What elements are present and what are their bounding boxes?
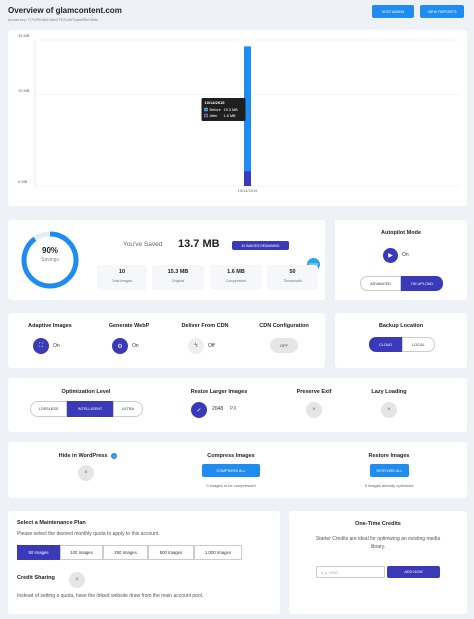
page-title: Overview of glamcontent.com: [8, 6, 122, 15]
y-tick-label: 16 MB: [18, 33, 30, 38]
feature-title: CDN Configuration: [259, 323, 309, 329]
plan-option[interactable]: 1,000 Images: [194, 545, 242, 560]
stat-box: [210, 265, 262, 290]
feature-state: On: [132, 343, 139, 349]
credits-input[interactable]: e.g. 1000: [316, 566, 385, 578]
ring-arc: [21, 231, 79, 289]
resize-title: Resize Larger Images: [190, 389, 248, 395]
tooltip: [201, 98, 246, 121]
hide-title: Hide in WordPress: [58, 453, 108, 459]
feature-toggle[interactable]: ⚙: [112, 338, 128, 354]
savings-ring: [21, 231, 79, 289]
feature-pill[interactable]: OFF: [270, 338, 298, 353]
stat-box: [97, 265, 147, 290]
stat-value: 15.3 MB: [167, 269, 189, 275]
exif-toggle[interactable]: ×: [306, 402, 322, 418]
add-now-button[interactable]: ADD NOW: [387, 566, 440, 578]
plan-option[interactable]: 50 Images: [17, 545, 60, 560]
credits-description: Starter Credits are ideal for optimizing…: [315, 536, 441, 550]
autopilot-toggle[interactable]: ▶: [383, 248, 398, 263]
y-tick-label: 0 MB: [18, 179, 28, 184]
stat-value: 1.6 MB: [227, 269, 245, 275]
feature-toggle[interactable]: ⛶: [33, 338, 49, 354]
stat-value: 50: [289, 269, 296, 275]
access-key: Access key: 717WPbNkhDd8mTFEZo26tTuaiaMR…: [8, 18, 99, 22]
view-reports-button[interactable]: VIEW REPORTS: [420, 5, 464, 18]
visit-admin-button[interactable]: VISIT ADMIN: [372, 5, 414, 18]
restore-title: Restore Images: [368, 453, 410, 459]
plan-option[interactable]: 500 Images: [148, 545, 194, 560]
feature-toggle[interactable]: ϟ: [188, 338, 204, 354]
advanced-option[interactable]: ADVANCED: [360, 276, 401, 291]
saved-label: You've Saved: [123, 241, 163, 248]
tooltip-title: 10/14/2019: [205, 100, 226, 105]
tooltip-series-name: After: [210, 114, 219, 118]
backup-title: Backup Location: [378, 323, 424, 329]
resize-toggle[interactable]: ✓: [191, 402, 207, 418]
tooltip-swatch: [204, 113, 208, 118]
intelligent-option[interactable]: INTELLIGENT: [67, 401, 113, 417]
stat-box: [152, 265, 204, 290]
optimization-title: Optimization Level: [61, 389, 111, 395]
tooltip-swatch: [204, 107, 208, 112]
tooltip-series-name: Before: [210, 108, 221, 112]
savings-percent: 90%: [41, 246, 59, 255]
help-icon[interactable]: ?: [111, 453, 117, 459]
stat-label: Total Images: [111, 279, 133, 283]
stat-box: [267, 265, 318, 290]
exif-title: Preserve Exif: [296, 389, 332, 395]
plan-title: Select a Maintenance Plan: [17, 520, 86, 526]
saved-amount: 13.7 MB: [178, 238, 220, 250]
feature-title: Adaptive Images: [28, 323, 72, 329]
plan-card: [8, 511, 280, 614]
bar: [244, 46, 251, 187]
chart: 0 MB 10 MB 16 MB 10/14/2019 10/14/2019 Before…: [18, 33, 460, 193]
ultra-option[interactable]: ULTRA: [113, 401, 143, 417]
stat-value: 10: [118, 269, 126, 275]
compress-caption: 0 images to be compressed: [206, 483, 256, 488]
plan-description: Please select the desired monthly quota …: [17, 531, 160, 537]
feature-state: Off: [208, 343, 215, 349]
compress-all-button[interactable]: COMPRESS ALL: [202, 464, 260, 477]
remaining-badge: 40 IMAGES REMAINING: [232, 241, 289, 250]
sharing-title: Credit Sharing: [17, 575, 55, 581]
on-upload-option[interactable]: ON UPLOAD: [401, 276, 443, 291]
stat-label: Thumbnails: [283, 279, 302, 283]
compress-title: Compress Images: [207, 453, 255, 459]
sharing-toggle[interactable]: ×: [69, 572, 85, 588]
restore-all-button[interactable]: RESTORE ALL: [370, 464, 409, 477]
credits-title: One-Time Credits: [355, 521, 401, 527]
x-tick-label: 10/14/2019: [237, 188, 258, 193]
lazy-toggle[interactable]: ×: [381, 402, 397, 418]
plan-option[interactable]: 100 Images: [60, 545, 103, 560]
tooltip-value: 1.6 MB: [224, 114, 236, 118]
hide-toggle[interactable]: ×: [78, 465, 94, 481]
bar: [244, 171, 251, 186]
autopilot-state: On: [402, 252, 409, 258]
lossless-option[interactable]: LOSSLESS: [30, 401, 67, 417]
feature-state: On: [53, 343, 60, 349]
autopilot-title: Autopilot Mode: [380, 230, 422, 236]
restore-caption: 5 images already optimized: [364, 483, 414, 488]
cloud-option[interactable]: CLOUD: [369, 337, 402, 352]
tooltip-value: 15.3 MB: [224, 108, 239, 112]
plan-option[interactable]: 250 Images: [103, 545, 148, 560]
savings-caption: Savings: [41, 257, 59, 263]
chart-card: 0 MB 10 MB 16 MB 10/14/2019 10/14/2019 Before…: [8, 30, 467, 206]
stat-label: Original: [171, 279, 185, 283]
feature-title: Deliver From CDN: [181, 323, 229, 329]
resize-value[interactable]: 2048: [212, 406, 224, 412]
feature-title: Generate WebP: [108, 323, 150, 329]
resize-unit: PX: [230, 406, 237, 412]
credits-card: [289, 511, 467, 614]
sharing-description: Instead of setting a quota, have the lin…: [17, 593, 204, 599]
y-tick-label: 10 MB: [18, 88, 30, 93]
stat-label: Compressed: [225, 279, 247, 283]
local-option[interactable]: LOCAL: [402, 337, 435, 352]
lazy-title: Lazy Loading: [371, 389, 407, 395]
